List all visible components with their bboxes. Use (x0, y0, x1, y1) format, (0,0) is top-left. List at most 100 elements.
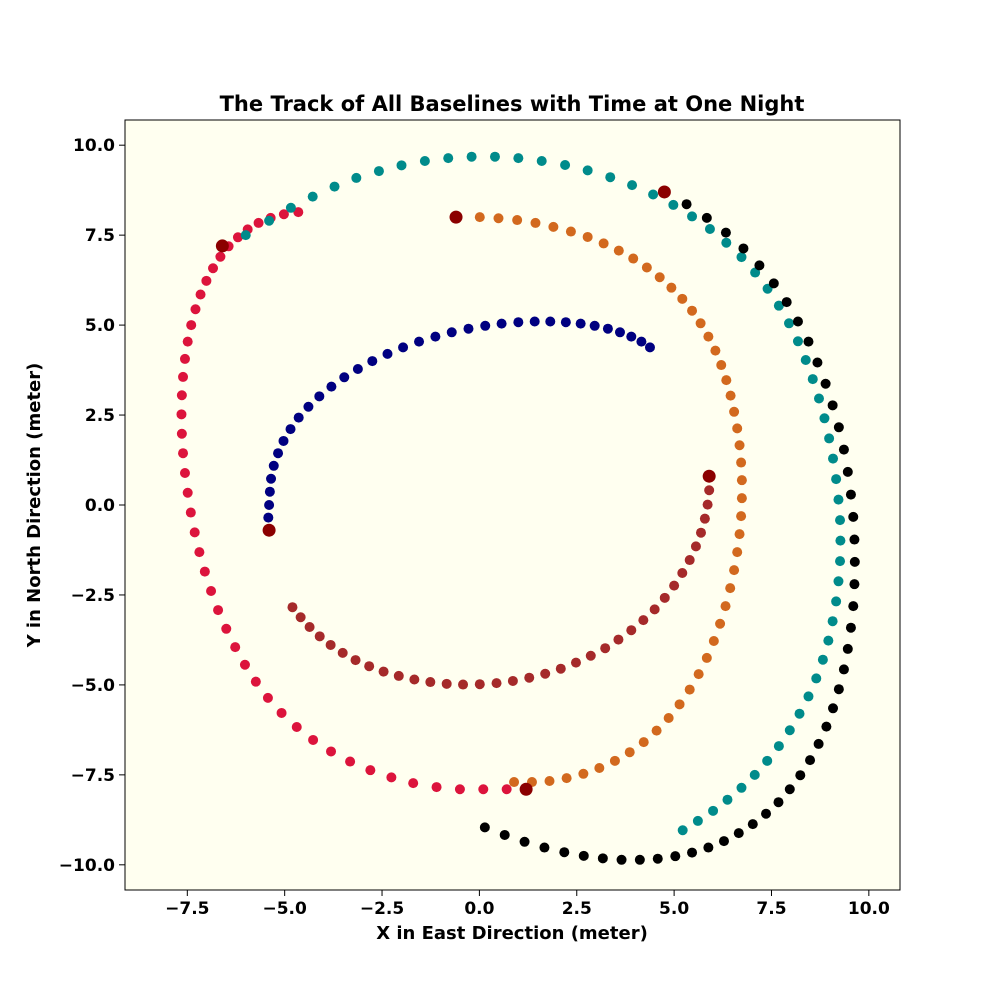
data-point (454, 784, 465, 795)
data-point (441, 678, 452, 689)
x-tick-label: −5.0 (262, 899, 307, 919)
data-point (350, 655, 361, 666)
data-point (833, 576, 844, 587)
data-point (186, 320, 197, 331)
data-point (509, 777, 520, 788)
data-point (560, 159, 571, 170)
data-point (570, 657, 581, 668)
series-1 (287, 471, 715, 690)
data-point (185, 507, 196, 518)
data-point (695, 318, 706, 329)
data-point (738, 243, 749, 254)
data-point (773, 797, 784, 808)
data-point (704, 485, 715, 496)
data-point (704, 224, 715, 235)
data-point (827, 400, 838, 411)
data-point (446, 327, 457, 338)
data-point (585, 650, 596, 661)
data-point (201, 275, 212, 286)
data-point (530, 217, 541, 228)
data-point (524, 672, 535, 683)
data-point (626, 625, 637, 636)
data-point (833, 684, 844, 695)
data-point (419, 156, 430, 167)
data-point (398, 342, 409, 353)
data-point (684, 684, 695, 695)
start-point-marker (215, 239, 229, 253)
data-point (463, 323, 474, 334)
data-point (221, 623, 232, 634)
data-point (831, 474, 842, 485)
y-axis-label: Y in North Direction (meter) (24, 363, 45, 649)
data-point (512, 215, 523, 226)
data-point (539, 842, 550, 853)
data-point (529, 316, 540, 327)
data-point (716, 360, 727, 371)
data-point (291, 722, 302, 732)
data-point (803, 336, 814, 347)
data-point (677, 568, 688, 578)
data-point (721, 237, 732, 248)
data-point (443, 153, 454, 164)
data-point (687, 305, 698, 316)
data-point (702, 499, 713, 510)
data-point (729, 406, 740, 417)
data-point (594, 763, 605, 774)
data-point (721, 375, 732, 386)
data-point (208, 263, 219, 274)
data-point (636, 336, 647, 347)
data-point (803, 691, 814, 702)
data-point (762, 755, 773, 766)
data-point (230, 642, 241, 653)
data-point (652, 853, 663, 864)
start-point-marker (519, 782, 533, 796)
data-point (784, 725, 795, 736)
data-point (733, 828, 744, 839)
data-point (720, 601, 731, 612)
data-point (795, 770, 806, 781)
data-point (768, 278, 779, 289)
x-tick-label: 7.5 (756, 899, 786, 919)
data-point (308, 734, 319, 745)
data-point (659, 592, 670, 603)
data-point (339, 372, 350, 383)
data-point (408, 778, 419, 789)
data-point (178, 371, 189, 382)
data-point (293, 207, 304, 218)
data-point (703, 331, 714, 342)
data-point (725, 583, 736, 594)
data-point (823, 635, 834, 646)
data-point (666, 282, 677, 293)
data-point (264, 500, 275, 510)
data-point (654, 272, 665, 283)
data-point (561, 773, 572, 784)
data-point (273, 448, 284, 459)
data-point (182, 336, 193, 347)
data-point (710, 345, 721, 356)
data-point (176, 428, 187, 439)
data-point (732, 423, 743, 434)
data-point (365, 765, 376, 776)
data-point (278, 435, 289, 446)
data-point (677, 293, 688, 304)
data-point (176, 409, 187, 420)
data-point (833, 422, 844, 433)
data-point (598, 238, 609, 249)
data-point (626, 331, 637, 342)
data-point (414, 336, 425, 347)
data-point (240, 230, 251, 241)
data-point (578, 768, 589, 779)
data-point (199, 566, 210, 577)
data-point (838, 664, 849, 675)
data-point (813, 393, 824, 404)
data-point (644, 342, 655, 353)
data-point (559, 847, 570, 858)
data-point (701, 212, 712, 223)
data-point (513, 317, 524, 328)
x-axis-label: X in East Direction (meter) (376, 923, 648, 944)
start-point-marker (449, 210, 463, 224)
y-tick-label: −2.5 (71, 586, 115, 606)
data-point (560, 317, 571, 328)
data-point (352, 363, 363, 374)
data-point (628, 253, 639, 264)
